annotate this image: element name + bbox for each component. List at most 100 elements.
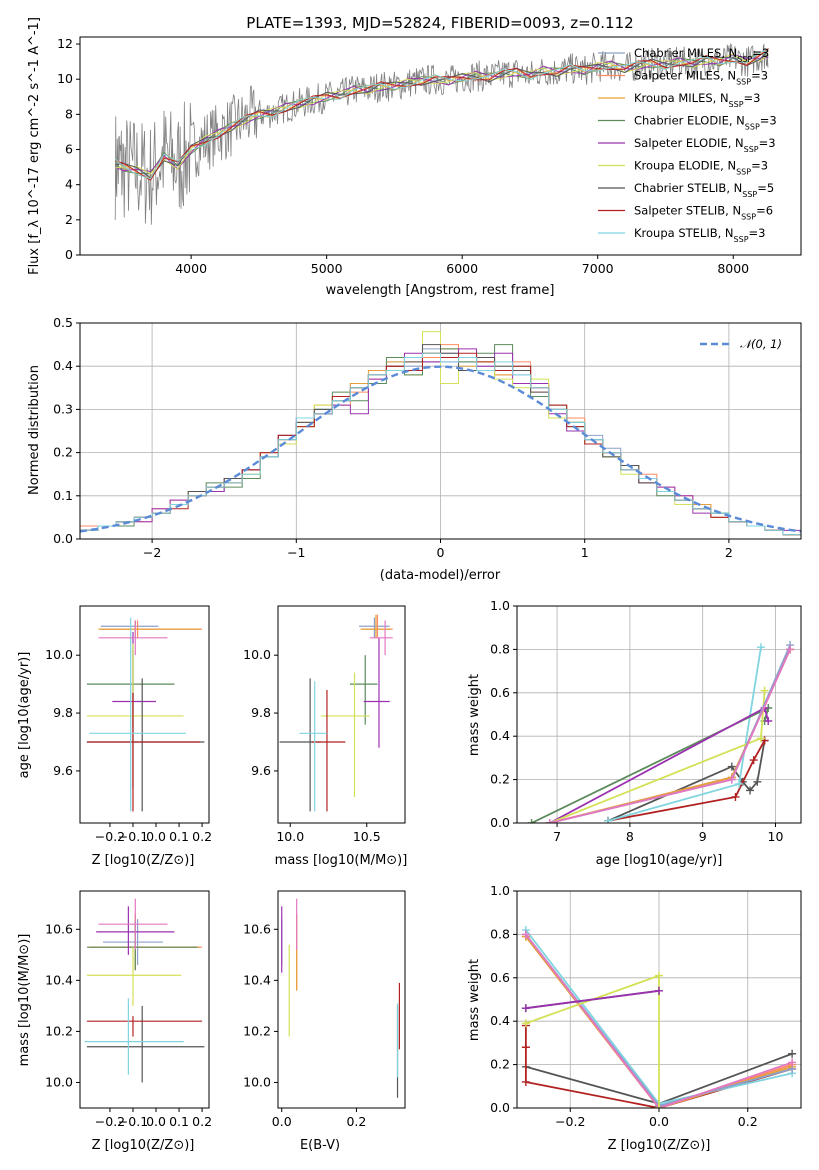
- y-tick-label: 1.0: [490, 883, 510, 898]
- errorbar-point: [360, 614, 392, 638]
- legend-label: Kroupa ELODIE, NSSP=3: [634, 159, 768, 177]
- observed-spectrum-line: [114, 43, 769, 225]
- y-tick-label: 10.0: [45, 647, 73, 662]
- errorbar-point: [86, 678, 205, 812]
- legend-label: Kroupa MILES, NSSP=3: [634, 91, 760, 109]
- residual-legend: 𝒩(0, 1): [700, 337, 782, 351]
- weight-marker: [735, 779, 744, 788]
- x-tick-label: 10.0: [276, 829, 304, 844]
- mass-ebv-x-label: E(B-V): [300, 1138, 340, 1153]
- y-tick-label: 10.2: [243, 1023, 271, 1038]
- weight-series-line: [525, 974, 660, 1108]
- y-tick-label: 10.0: [243, 1074, 271, 1089]
- x-tick-label: −2: [143, 545, 161, 560]
- x-tick-label: 0: [437, 545, 445, 560]
- x-tick-label: 0.0: [272, 1114, 292, 1129]
- y-tick-label: 8: [65, 106, 73, 121]
- y-tick-label: 0.6: [490, 970, 510, 985]
- x-tick-label: 9: [699, 829, 707, 844]
- y-tick-label: 0.0: [490, 815, 510, 830]
- errorbar-point: [86, 1016, 203, 1037]
- x-tick-label: −0.1: [118, 829, 148, 844]
- weight-marker: [655, 1104, 663, 1108]
- x-tick-label: −0.2: [95, 829, 125, 844]
- weight-z-y-label: mass weight: [467, 959, 482, 1041]
- weight_vs_Z-axes: −0.2 0.0 0.2 0.0 0.2 0.4 0.6 0.8 1.0: [490, 883, 802, 1129]
- errorbar-point: [86, 1005, 205, 1083]
- x-tick-label: 0.1: [169, 829, 189, 844]
- weight-marker: [655, 986, 663, 995]
- model-spectrum-line: [115, 53, 769, 175]
- mass_vs_Z-axes: −0.2−0.10.0 0.1 0.2 10.0 10.2 10.4 10.6: [45, 890, 212, 1129]
- chart-title: PLATE=1393, MJD=52824, FIBERID=0093, z=0…: [246, 14, 633, 32]
- y-tick-label: 10.4: [243, 972, 271, 987]
- weight-marker: [655, 971, 663, 980]
- y-tick-label: 0.4: [53, 358, 73, 373]
- weight-marker: [788, 1058, 797, 1067]
- errorbar-point: [369, 620, 393, 656]
- y-tick-label: 2: [65, 212, 73, 227]
- age_vs_Z-axes: −0.2−0.10.0 0.1 0.2 9.6 9.8 10.0: [45, 605, 212, 844]
- weight-series-line: [607, 647, 762, 822]
- y-tick-label: 10.0: [45, 1074, 73, 1089]
- y-tick-label: 9.8: [251, 705, 271, 720]
- y-tick-label: 10.2: [45, 1023, 73, 1038]
- age-z-y-label: age [log10(age/yr)]: [17, 652, 32, 779]
- weight-marker: [545, 819, 554, 823]
- x-tick-label: 5000: [311, 261, 343, 276]
- x-tick-label: 0.2: [192, 1114, 212, 1129]
- errorbar-point: [103, 919, 163, 966]
- x-tick-label: 0.0: [649, 1114, 669, 1129]
- weight-marker: [527, 819, 536, 823]
- errorbar-point: [86, 921, 198, 971]
- y-tick-label: 0: [65, 247, 73, 262]
- x-tick-label: 7000: [582, 261, 614, 276]
- y-tick-label: 0.2: [490, 1057, 510, 1072]
- errorbar-point: [86, 692, 200, 812]
- x-tick-label: 6000: [446, 261, 478, 276]
- x-tick-label: 0.1: [169, 1114, 189, 1129]
- y-tick-label: 0.1: [53, 488, 73, 503]
- histogram-series: [80, 352, 801, 539]
- y-tick-label: 9.6: [53, 763, 73, 778]
- y-tick-label: 0.3: [53, 401, 73, 416]
- y-tick-label: 0.2: [53, 445, 73, 460]
- errorbar-point: [89, 617, 186, 812]
- x-tick-label: 0.0: [146, 829, 166, 844]
- weight-marker: [746, 786, 755, 795]
- y-tick-label: 0.0: [490, 1100, 510, 1115]
- legend-label: Chabrier STELIB, NSSP=5: [634, 181, 774, 199]
- spectrum-x-label: wavelength [Angstrom, rest frame]: [326, 283, 555, 298]
- weight-marker: [727, 762, 736, 771]
- weight-marker: [753, 777, 762, 786]
- errorbar-point: [363, 637, 390, 748]
- legend-label: Chabrier MILES, NSSP=3: [634, 46, 769, 64]
- plot-frame: [277, 605, 406, 824]
- x-tick-label: 1: [581, 545, 589, 560]
- y-tick-label: 0.8: [490, 641, 510, 656]
- plot-frame: [79, 36, 802, 256]
- x-tick-label: −0.2: [555, 1114, 585, 1129]
- y-tick-label: 4: [65, 177, 73, 192]
- weight-marker: [756, 734, 765, 743]
- errorbar-point: [98, 898, 168, 950]
- errorbar-point: [311, 689, 346, 812]
- legend-label: Salpeter ELODIE, NSSP=3: [634, 136, 776, 154]
- y-tick-label: 6: [65, 142, 73, 157]
- y-tick-label: 0.4: [490, 1013, 510, 1028]
- y-tick-label: 0.2: [490, 772, 510, 787]
- errorbar-point: [86, 643, 184, 786]
- weight-marker: [788, 1049, 797, 1058]
- spectrum-y-label: Flux [f_λ 10^-17 erg cm^-2 s^-1 A^-1]: [27, 17, 42, 275]
- weight-marker: [764, 717, 773, 726]
- x-tick-label: −1: [287, 545, 305, 560]
- y-tick-label: 0.5: [53, 315, 73, 330]
- x-tick-label: 0.2: [738, 1114, 758, 1129]
- plot-frame: [277, 890, 406, 1109]
- plot-frame: [516, 605, 802, 824]
- x-tick-label: 4000: [175, 261, 207, 276]
- weight-age-y-label: mass weight: [467, 674, 482, 756]
- x-tick-label: 10.5: [353, 829, 381, 844]
- weight-marker: [731, 792, 740, 801]
- y-tick-label: 9.8: [53, 705, 73, 720]
